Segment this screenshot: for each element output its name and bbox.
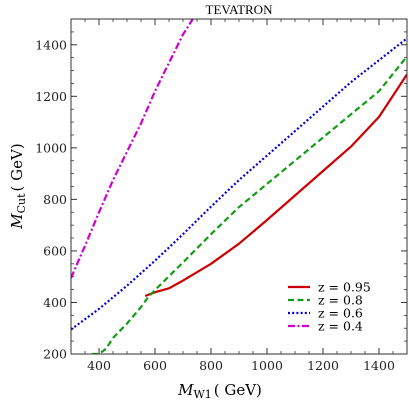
y-tick-label: 1400	[35, 37, 67, 52]
x-axis-label-unit: ( GeV)	[214, 381, 262, 399]
series-group	[71, 19, 407, 354]
y-axis-label-main: M	[8, 213, 26, 230]
series-line-1	[144, 73, 407, 298]
y-tick-label: 800	[43, 192, 67, 207]
x-tick-label: 1400	[363, 358, 395, 373]
legend-label-3: z = 0.6	[318, 306, 363, 321]
legend: z = 0.95z = 0.8z = 0.6z = 0.4	[288, 280, 371, 334]
y-tick-label: 1000	[35, 140, 67, 155]
y-axis-label-sub: Cut	[15, 193, 28, 214]
legend-label-4: z = 0.4	[318, 319, 363, 334]
x-axis-label-main: M	[177, 381, 194, 399]
x-tick-label: 400	[87, 358, 111, 373]
plot-frame	[70, 18, 408, 355]
series-line-3	[71, 37, 407, 331]
series-line-4	[71, 19, 194, 279]
y-tick-label: 400	[43, 295, 67, 310]
chart-title: TEVATRON	[206, 2, 274, 17]
y-tick-label: 600	[43, 243, 67, 258]
x-tick-label: 600	[143, 358, 167, 373]
legend-label-2: z = 0.8	[318, 293, 363, 308]
x-axis-label-sub: W1	[193, 388, 211, 401]
y-axis-label: MCut ( GeV)	[8, 143, 28, 229]
legend-label-1: z = 0.95	[318, 280, 371, 295]
x-tick-label: 1000	[251, 358, 283, 373]
y-tick-label: 1200	[35, 89, 67, 104]
x-axis-label: MW1( GeV)	[177, 381, 262, 401]
x-tick-label: 800	[199, 358, 223, 373]
y-axis-label-unit: ( GeV)	[8, 143, 26, 191]
y-tick-label: 200	[43, 347, 67, 362]
tick-group: 400 600 800 1000 1200 1400 200 400 600 800 1000 120…	[35, 18, 408, 373]
x-tick-label: 1200	[307, 358, 339, 373]
series-line-2	[92, 55, 407, 354]
